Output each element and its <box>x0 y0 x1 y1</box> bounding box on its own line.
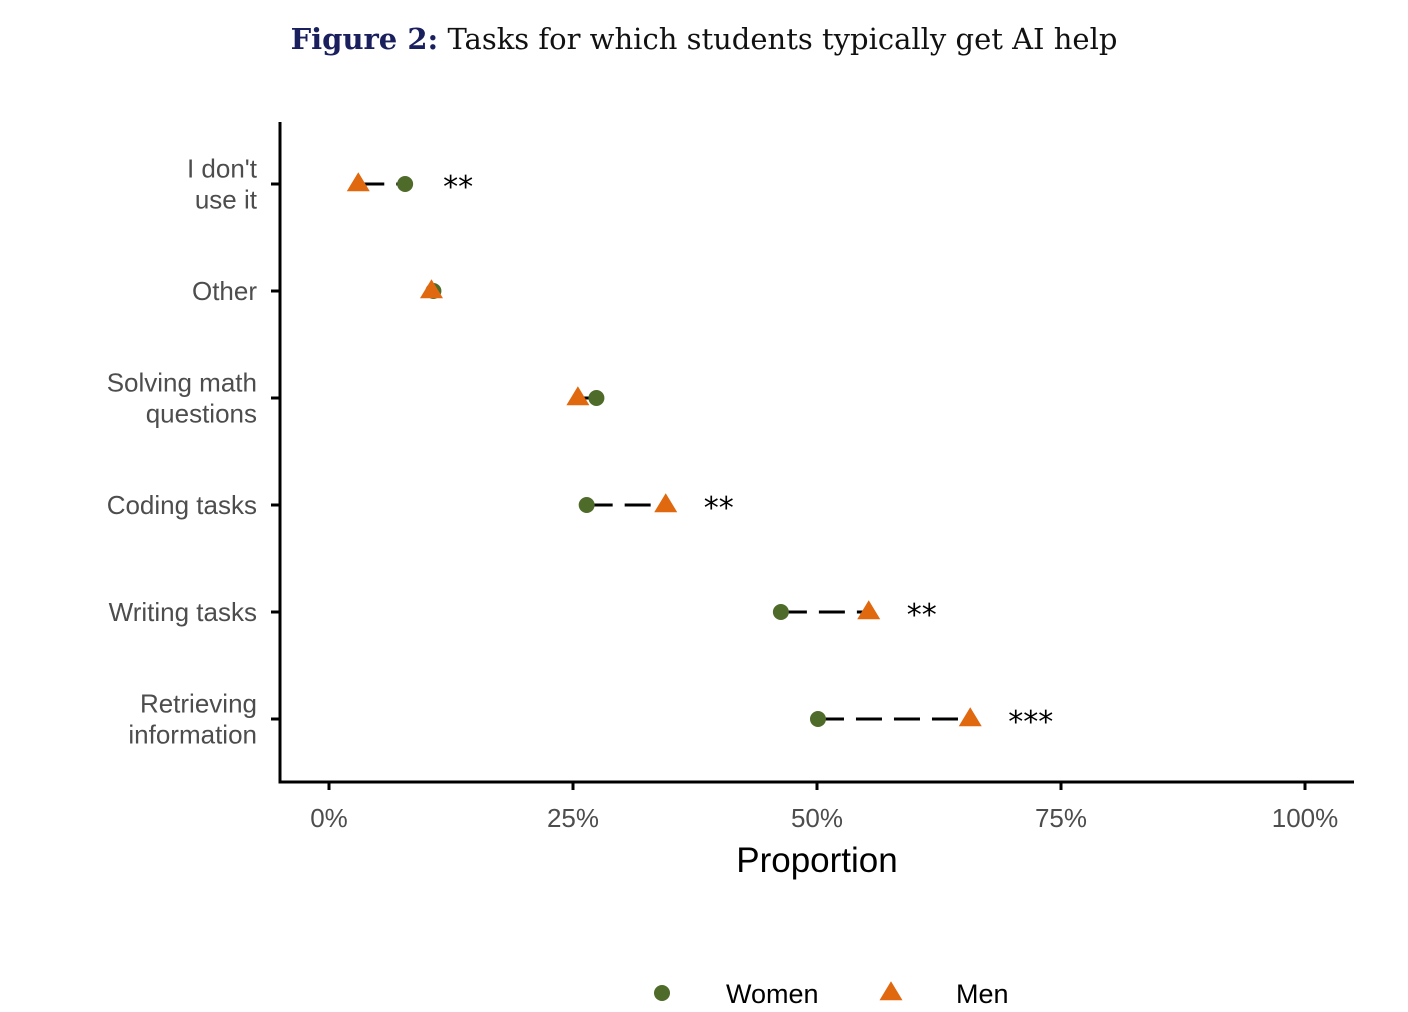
men-point <box>566 386 590 406</box>
women-point <box>578 497 595 513</box>
women-point <box>772 604 789 620</box>
y-tick-label: information <box>128 720 257 750</box>
legend: Women Men <box>654 979 1009 1009</box>
y-tick-label: Other <box>192 276 257 306</box>
women-point <box>397 176 414 192</box>
women-point <box>588 390 605 406</box>
legend-men-marker <box>879 981 903 1001</box>
x-tick-label: 25% <box>547 803 599 833</box>
figure-caption: Tasks for which students typically get A… <box>447 22 1118 56</box>
y-tick-label: questions <box>146 399 257 429</box>
women-point <box>809 711 826 727</box>
figure-title: Figure 2: Tasks for which students typic… <box>0 22 1408 56</box>
men-point <box>346 172 370 192</box>
y-tick-label: Retrieving <box>140 689 257 719</box>
men-point <box>958 707 982 727</box>
y-tick-label: I don't <box>187 154 258 184</box>
significance-label: ** <box>443 170 473 205</box>
y-tick-label: Coding tasks <box>107 490 257 520</box>
x-tick-label: 0% <box>310 803 348 833</box>
significance-label: ** <box>704 491 734 526</box>
figure-label: Figure 2: <box>290 22 439 56</box>
significance-label: ** <box>907 598 937 633</box>
y-tick-label: Writing tasks <box>109 597 257 627</box>
x-tick-label: 75% <box>1035 803 1087 833</box>
y-tick-label: Solving math <box>107 368 257 398</box>
x-tick-label: 50% <box>791 803 843 833</box>
men-point <box>419 279 443 299</box>
men-point <box>857 600 881 620</box>
legend-women-marker <box>654 985 670 1001</box>
significance-label: *** <box>1008 705 1053 740</box>
men-point <box>654 493 678 513</box>
x-axis-label: Proportion <box>736 841 897 880</box>
y-tick-label: use it <box>195 185 258 215</box>
x-tick-label: 100% <box>1272 803 1339 833</box>
chart-marks: ********* <box>346 170 1053 740</box>
legend-men-label: Men <box>956 979 1009 1009</box>
legend-women-label: Women <box>726 979 819 1009</box>
